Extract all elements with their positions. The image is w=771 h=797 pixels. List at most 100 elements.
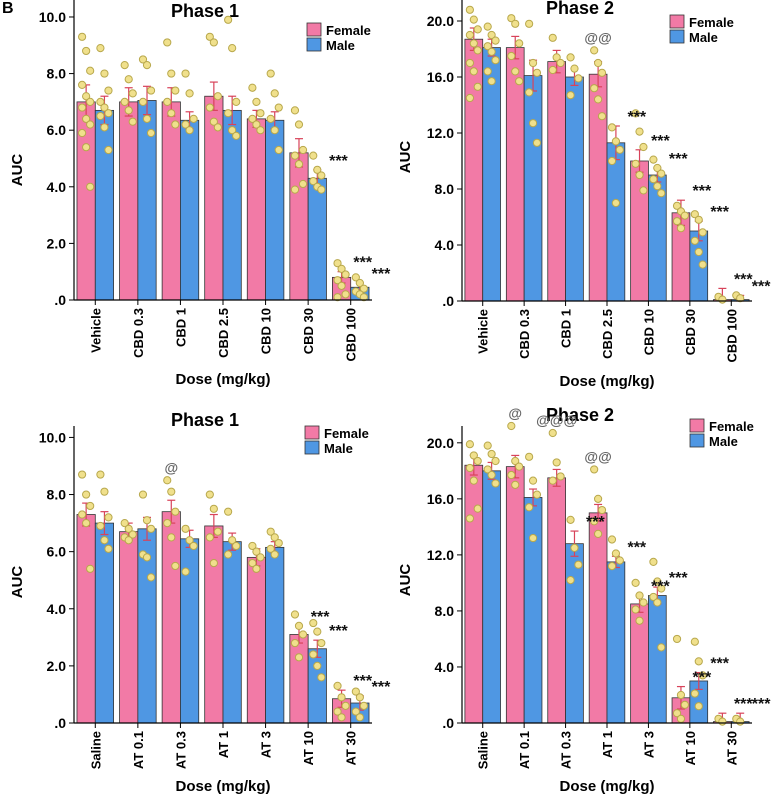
- data-point: [511, 456, 520, 466]
- data-point: [556, 472, 565, 481]
- annotation-significance: ***: [669, 570, 688, 587]
- data-point: [270, 126, 279, 135]
- annotation-significance: ***: [710, 204, 729, 221]
- y-axis-label: AUC: [397, 141, 414, 174]
- annotation-significance: ***: [669, 151, 688, 168]
- y-tick-label: .0: [54, 715, 66, 731]
- x-tick-label: AT 0.3: [173, 731, 188, 769]
- data-point: [100, 123, 109, 132]
- legend-swatch-female: [689, 418, 705, 433]
- data-point: [248, 114, 257, 123]
- data-point: [631, 109, 640, 118]
- data-point: [611, 137, 621, 146]
- y-tick-label: 6.0: [47, 122, 67, 138]
- data-point: [248, 541, 257, 551]
- data-point: [528, 533, 538, 543]
- data-point: [309, 618, 318, 628]
- data-point: [574, 74, 583, 83]
- data-point: [163, 97, 172, 106]
- data-point: [86, 182, 95, 191]
- data-point: [309, 650, 318, 659]
- data-point: [525, 452, 534, 461]
- data-point: [313, 165, 322, 174]
- data-point: [298, 630, 308, 639]
- data-point: [690, 637, 699, 646]
- data-point: [359, 701, 368, 710]
- data-point: [171, 86, 180, 95]
- data-point: [138, 97, 148, 106]
- y-tick-label: 2.0: [47, 658, 67, 674]
- data-point: [483, 441, 492, 450]
- data-point: [298, 179, 308, 189]
- data-point: [86, 120, 95, 129]
- x-tick-label: Saline: [476, 731, 491, 769]
- annotation-at: @@: [584, 29, 611, 45]
- annotation-at: @: [164, 459, 178, 475]
- data-point: [593, 529, 603, 538]
- data-point: [337, 693, 346, 702]
- bar-male: [648, 595, 667, 724]
- legend-label-female: Female: [324, 426, 369, 441]
- bar-female: [246, 556, 266, 724]
- data-point: [469, 451, 478, 460]
- data-point: [224, 507, 233, 516]
- data-point: [185, 126, 194, 135]
- data-point: [248, 558, 257, 568]
- data-point: [270, 550, 279, 559]
- data-point: [185, 536, 194, 545]
- chart-panel-4: Phase 2 AUC Dose (mg/kg) .0 4.0 8.0 12.0 16.0 20…: [397, 405, 771, 795]
- y-tick-label: 8.0: [435, 603, 455, 619]
- data-point: [698, 260, 707, 269]
- data-point: [552, 458, 561, 467]
- bar-male: [523, 75, 543, 302]
- data-point: [96, 97, 105, 106]
- data-point: [252, 97, 261, 106]
- bar-male: [565, 543, 584, 724]
- data-point: [96, 470, 105, 479]
- bar-female: [588, 73, 608, 302]
- data-point: [333, 681, 342, 690]
- x-tick-label: AT 3: [259, 731, 274, 758]
- y-tick-label: 8.0: [47, 66, 67, 82]
- data-point: [469, 15, 478, 24]
- x-tick-label: CBD 1: [559, 309, 574, 348]
- data-point: [653, 163, 662, 173]
- data-point: [718, 295, 727, 304]
- data-point: [294, 621, 304, 631]
- legend-swatch-female: [306, 22, 322, 37]
- data-point: [171, 507, 180, 516]
- data-point: [82, 518, 91, 528]
- bar-female: [547, 477, 566, 724]
- data-point: [570, 543, 579, 552]
- x-axis-label: Dose (mg/kg): [175, 778, 270, 795]
- annotation-at: @: [508, 405, 522, 421]
- y-tick-label: 20.0: [427, 13, 454, 29]
- legend-swatch-male: [669, 29, 685, 44]
- bar-male: [523, 497, 543, 724]
- data-point: [507, 470, 516, 480]
- data-point: [473, 504, 482, 513]
- y-axis-label: AUC: [9, 154, 26, 187]
- data-point: [333, 293, 342, 302]
- data-point: [597, 505, 607, 515]
- annotation-significance: ***: [329, 153, 348, 170]
- data-point: [511, 480, 520, 489]
- data-point: [120, 518, 129, 528]
- x-tick-label: CBD 30: [683, 309, 698, 355]
- bar-female: [76, 514, 96, 724]
- data-point: [163, 518, 172, 528]
- legend-label-female: Female: [689, 15, 734, 30]
- x-tick-label: CBD 10: [641, 309, 656, 355]
- bar-male: [94, 109, 114, 301]
- data-point: [694, 247, 703, 257]
- x-tick-label: AT 1: [600, 731, 615, 758]
- annotation-significance: ***: [311, 609, 330, 626]
- data-point: [736, 294, 745, 303]
- data-point: [309, 151, 318, 160]
- data-point: [232, 97, 241, 106]
- data-point: [465, 30, 474, 40]
- data-point: [525, 503, 534, 512]
- data-point: [124, 75, 133, 84]
